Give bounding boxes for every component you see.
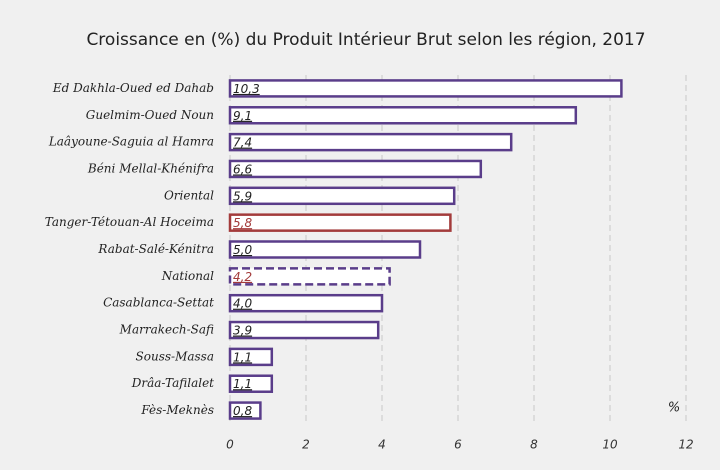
category-label: Béni Mellal-Khénifra [87,161,214,175]
bar [228,401,262,420]
bar [228,79,623,98]
category-label: Ed Dakhla-Oued ed Dahab [52,81,214,95]
annotation: % [668,401,680,416]
category-label: Casablanca-Settat [103,296,214,310]
bar [228,320,380,340]
bar [228,347,274,367]
x-tick-label: 8 [530,438,538,452]
bar [228,213,452,232]
value-label: 5,9 [233,189,252,203]
value-label: 7,4 [233,136,252,150]
bar [228,267,391,286]
value-label: 3,9 [233,324,252,338]
value-label: 1,1 [233,350,252,364]
x-tick-label: 4 [378,438,386,452]
category-label: Marrakech-Safi [119,323,214,337]
bar [228,186,456,206]
category-label: Rabat-Salé-Kénitra [97,242,214,256]
value-label: 6,6 [233,162,252,176]
value-label: 10,3 [233,82,260,96]
bar [228,240,422,259]
x-tick-label: 0 [226,438,234,452]
x-tick-label: 2 [302,438,310,452]
value-label: 4,0 [233,297,252,311]
bar [228,132,513,152]
bar [228,106,578,125]
category-label: Drâa-Tafilalet [131,376,214,390]
chart-title: Croissance en (%) du Produit Intérieur B… [86,30,645,50]
value-label: 0,8 [233,404,252,418]
category-label: Fès-Meknès [140,403,214,417]
value-label: 1,1 [233,377,252,391]
x-tick-label: 6 [454,438,462,452]
category-label: Guelmim-Oued Noun [86,108,214,122]
value-label: 4,2 [233,270,252,284]
category-label: Oriental [164,188,214,202]
x-tick-label: 12 [678,438,693,452]
category-label: Souss-Massa [136,349,214,363]
category-label: Tanger-Tétouan-Al Hoceima [45,215,214,229]
category-label: Laâyoune-Saguia al Hamra [48,135,214,149]
category-label: National [161,269,214,283]
bar [228,374,274,393]
value-label: 5,8 [233,216,252,230]
value-label: 5,0 [233,243,252,257]
value-label: 9,1 [233,109,252,123]
bar [228,159,483,179]
bar [228,293,384,313]
x-tick-label: 10 [602,438,618,452]
